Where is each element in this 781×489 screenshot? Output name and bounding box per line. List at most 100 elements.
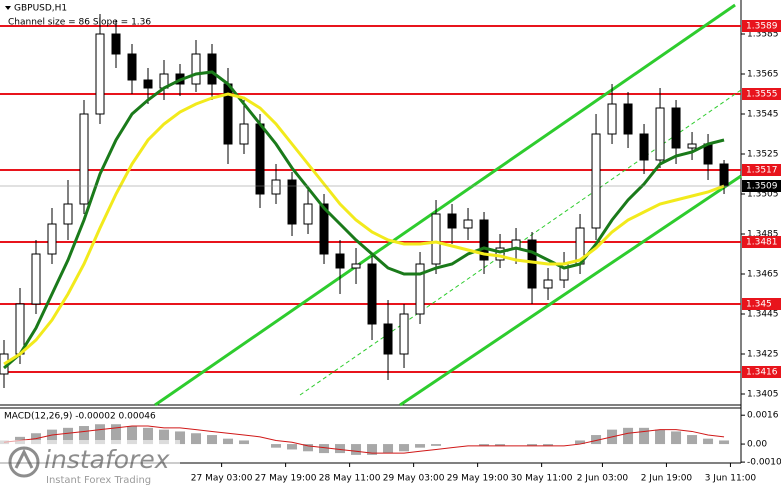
- x-tick-label: 27 May 03:00: [191, 474, 253, 484]
- level-label-bg: [742, 164, 781, 176]
- y-tick-label: 1.3505: [747, 190, 779, 200]
- macd-tick-label: -0.0010: [747, 458, 781, 468]
- macd-bar: [111, 424, 122, 445]
- candle-body: [623, 103, 633, 135]
- candle-body: [479, 219, 489, 261]
- candle-body: [607, 103, 617, 135]
- macd-bar: [271, 444, 282, 448]
- macd-bar: [127, 426, 138, 445]
- y-tick-label: 1.3525: [747, 150, 779, 160]
- macd-bar: [543, 444, 554, 446]
- macd-bar: [303, 444, 314, 452]
- x-tick-label: 2 Jun 03:00: [577, 474, 629, 484]
- level-label: 1.3481: [746, 238, 778, 248]
- macd-signal: [3, 425, 725, 454]
- macd-bar: [655, 429, 666, 445]
- candle-body: [207, 53, 217, 85]
- candle-body: [687, 143, 697, 149]
- candle-body: [47, 223, 57, 255]
- macd-bar: [479, 444, 490, 446]
- candle-body: [639, 133, 649, 161]
- candle-body: [719, 163, 729, 187]
- y-tick-label: 1.3465: [747, 270, 779, 280]
- x-tick-label: 3 Jun 11:00: [705, 474, 757, 484]
- channel-line: [154, 3, 736, 407]
- level-label-bg: [742, 366, 781, 378]
- macd-bar: [703, 438, 714, 445]
- macd-bar: [191, 433, 202, 445]
- macd-bar: [415, 444, 426, 448]
- candle-body: [671, 107, 681, 149]
- macd-bar: [79, 426, 90, 445]
- candle-body: [255, 123, 265, 195]
- candle-body: [63, 203, 73, 225]
- logo-icon: [14, 448, 34, 469]
- candle-body: [319, 203, 329, 255]
- y-tick-label: 1.3545: [747, 110, 779, 120]
- macd-bar: [287, 444, 298, 450]
- candle-body: [655, 107, 665, 161]
- candle-body: [367, 263, 377, 325]
- candle-body: [95, 33, 105, 115]
- macd-bar: [319, 444, 330, 454]
- macd-bar: [175, 431, 186, 445]
- level-label-bg: [742, 88, 781, 100]
- candle-body: [431, 213, 441, 265]
- level-label: 1.3589: [746, 22, 778, 32]
- y-tick-label: 1.3565: [747, 70, 779, 80]
- logo-icon: [8, 446, 40, 478]
- y-tick-label: 1.3485: [747, 230, 779, 240]
- macd-bar: [495, 444, 506, 446]
- macd-bar: [383, 444, 394, 454]
- level-label: 1.345: [746, 300, 772, 310]
- candle-body: [111, 33, 121, 55]
- chart-subtitle: Channel size = 86 Slope = 1.36: [8, 18, 151, 28]
- candle-body: [271, 179, 281, 195]
- candle-body: [15, 303, 25, 355]
- macd-bar: [591, 435, 602, 445]
- candle-body: [335, 253, 345, 269]
- x-tick-label: 2 Jun 19:00: [641, 474, 693, 484]
- candle-body: [191, 53, 201, 85]
- current-price-bg: [742, 180, 781, 192]
- candle-body: [591, 133, 601, 229]
- macd-bar: [575, 440, 586, 445]
- x-tick-label: 30 May 11:00: [511, 474, 573, 484]
- candle-body: [287, 179, 297, 225]
- macd-bar: [207, 435, 218, 445]
- candle-body: [543, 279, 553, 289]
- candle-body: [31, 253, 41, 305]
- macd-bar: [95, 424, 106, 445]
- macd-bar: [223, 438, 234, 445]
- macd-bar: [623, 427, 634, 445]
- candle-body: [399, 313, 409, 355]
- macd-bar: [399, 444, 410, 452]
- macd-tick-label: 0.0016: [747, 411, 779, 421]
- level-label-bg: [742, 20, 781, 32]
- level-label-bg: [742, 298, 781, 310]
- y-tick-label: 1.3445: [747, 310, 779, 320]
- macd-bar: [431, 444, 442, 446]
- moving-average: [3, 70, 725, 370]
- level-label: 1.3517: [746, 166, 778, 176]
- level-label: 1.3555: [746, 90, 778, 100]
- macd-bar: [527, 444, 538, 446]
- candle-body: [447, 213, 457, 229]
- current-price-label: 1.3509: [746, 182, 778, 192]
- macd-bar: [687, 435, 698, 445]
- x-tick-label: 29 May 19:00: [447, 474, 509, 484]
- macd-bar: [47, 429, 58, 445]
- macd-bar: [159, 429, 170, 445]
- candle-body: [527, 239, 537, 289]
- candle-body: [239, 123, 249, 145]
- macd-bar: [639, 427, 650, 445]
- macd-bar: [63, 427, 74, 445]
- candle-body: [303, 203, 313, 225]
- y-tick-label: 1.3425: [747, 350, 779, 360]
- y-tick-label: 1.3585: [747, 30, 779, 40]
- candle-body: [415, 263, 425, 315]
- candle-body: [351, 263, 361, 269]
- macd-bar: [719, 440, 730, 445]
- chart-title: GBPUSD,H1: [14, 4, 67, 14]
